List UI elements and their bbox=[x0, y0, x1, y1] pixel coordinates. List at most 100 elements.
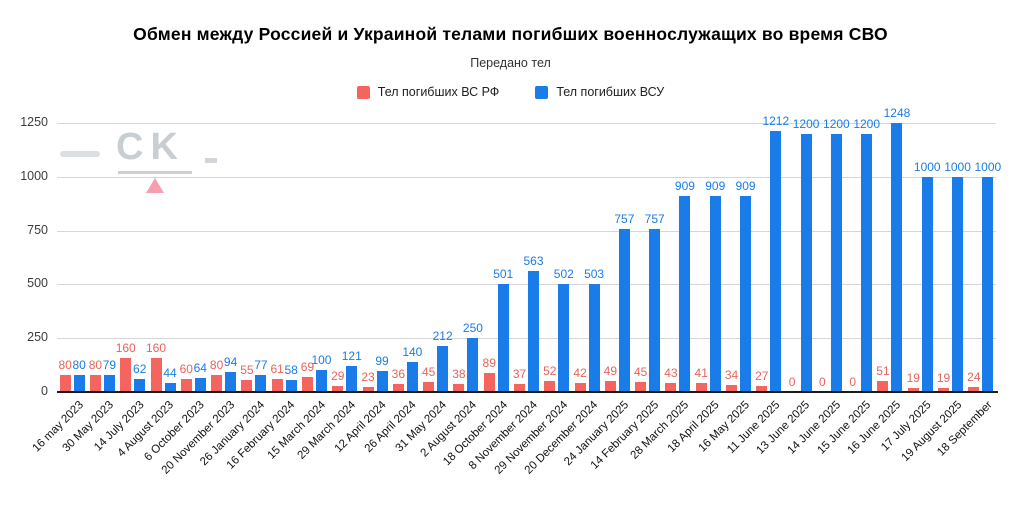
vsu-bar bbox=[982, 176, 994, 392]
vsu-bar bbox=[588, 283, 600, 392]
vsu-value-label: 502 bbox=[553, 266, 574, 281]
rf-value-label: 51 bbox=[876, 364, 890, 379]
vsu-value-label: 1200 bbox=[823, 116, 850, 131]
rf-bar bbox=[604, 381, 616, 392]
rf-legend-marker-icon bbox=[356, 85, 370, 99]
rf-bar bbox=[392, 384, 404, 392]
vsu-value-label: 250 bbox=[462, 321, 483, 336]
rf-bar bbox=[180, 379, 192, 392]
rf-value-label: 27 bbox=[755, 369, 769, 384]
rf-value-label: 80 bbox=[209, 357, 224, 372]
vsu-bar bbox=[315, 370, 327, 392]
rf-bar bbox=[877, 381, 889, 392]
rf-bar bbox=[544, 380, 556, 392]
vsu-bar bbox=[649, 229, 661, 392]
vsu-value-label: 77 bbox=[254, 358, 268, 373]
rf-bar bbox=[271, 378, 283, 392]
vsu-bar bbox=[528, 270, 539, 392]
vsu-bar bbox=[194, 378, 206, 392]
rf-value-label: 24 bbox=[967, 369, 981, 384]
rf-value-label: 80 bbox=[88, 357, 103, 372]
rf-value-label: 0 bbox=[819, 375, 826, 389]
rf-value-label: 36 bbox=[391, 367, 405, 382]
legend-item-vsu: Тел погибших ВСУ bbox=[535, 85, 664, 99]
rf-value-label: 37 bbox=[512, 367, 527, 382]
vsu-bar bbox=[103, 375, 115, 392]
vsu-bar bbox=[255, 375, 267, 392]
vsu-value-label: 909 bbox=[705, 179, 726, 194]
vsu-bar bbox=[921, 176, 933, 392]
rf-value-label: 19 bbox=[906, 370, 920, 385]
rf-bar bbox=[241, 380, 253, 392]
vsu-bar bbox=[891, 123, 903, 392]
watermark-logo-text: CK bbox=[116, 126, 185, 168]
vsu-value-label: 79 bbox=[102, 358, 117, 372]
watermark-dash-right bbox=[205, 158, 217, 163]
rf-value-label: 0 bbox=[849, 375, 857, 389]
rf-bar bbox=[89, 374, 101, 392]
x-axis-label: 16 may 2023 bbox=[30, 399, 86, 455]
vsu-value-label: 757 bbox=[614, 212, 635, 227]
vsu-bar bbox=[861, 133, 873, 392]
rf-value-label: 29 bbox=[331, 368, 345, 383]
vsu-value-label: 1200 bbox=[853, 116, 881, 131]
rf-value-label: 42 bbox=[573, 365, 587, 380]
rf-bar bbox=[968, 386, 980, 392]
vsu-value-label: 563 bbox=[523, 253, 544, 268]
vsu-value-label: 121 bbox=[341, 348, 362, 363]
vsu-value-label: 62 bbox=[133, 361, 147, 376]
x-axis-line bbox=[57, 391, 998, 393]
vsu-bar bbox=[618, 229, 630, 392]
vsu-bar bbox=[376, 370, 388, 392]
vsu-value-label: 1000 bbox=[913, 159, 941, 174]
rf-bar bbox=[150, 357, 162, 392]
rf-value-label: 43 bbox=[664, 365, 678, 380]
gridline bbox=[57, 176, 996, 178]
vsu-bar bbox=[73, 374, 85, 392]
rf-value-label: 61 bbox=[270, 361, 284, 376]
vsu-bar bbox=[952, 176, 964, 392]
vsu-value-label: 909 bbox=[674, 179, 695, 194]
vsu-bar bbox=[830, 133, 842, 392]
vsu-value-label: 212 bbox=[432, 329, 453, 344]
gridline bbox=[57, 123, 996, 124]
vsu-legend-marker-icon bbox=[535, 85, 549, 99]
gridline bbox=[57, 338, 996, 340]
y-tick-label: 250 bbox=[27, 330, 48, 345]
rf-bar bbox=[756, 386, 768, 392]
rf-value-label: 38 bbox=[452, 366, 466, 381]
vsu-bar bbox=[679, 196, 691, 392]
vsu-value-label: 140 bbox=[402, 344, 423, 359]
vsu-bar bbox=[558, 283, 570, 392]
rf-bar bbox=[695, 383, 707, 392]
rf-bar bbox=[423, 382, 435, 392]
rf-bar bbox=[59, 374, 71, 392]
watermark-dash-left bbox=[60, 151, 100, 157]
rf-value-label: 160 bbox=[146, 340, 167, 355]
rf-bar bbox=[483, 372, 495, 392]
rf-value-label: 80 bbox=[58, 357, 72, 372]
vsu-value-label: 1212 bbox=[762, 114, 790, 129]
vsu-value-label: 44 bbox=[163, 365, 177, 380]
legend: Тел погибших ВС РФ Тел погибших ВСУ bbox=[0, 85, 1021, 99]
rf-legend-label: Тел погибших ВС РФ bbox=[377, 85, 500, 99]
watermark-triangle-icon bbox=[146, 178, 164, 193]
vsu-bar bbox=[437, 346, 449, 392]
legend-item-rf: Тел погибших ВС РФ bbox=[356, 85, 500, 99]
vsu-bar bbox=[709, 196, 721, 392]
vsu-value-label: 94 bbox=[223, 354, 238, 369]
rf-bar bbox=[907, 387, 919, 392]
y-tick-label: 0 bbox=[41, 384, 48, 398]
rf-value-label: 45 bbox=[633, 365, 648, 380]
vsu-bar bbox=[285, 379, 297, 392]
rf-value-label: 19 bbox=[936, 370, 951, 385]
rf-bar bbox=[938, 387, 950, 392]
vsu-bar bbox=[346, 365, 358, 392]
vsu-value-label: 1000 bbox=[974, 159, 1002, 174]
rf-bar bbox=[635, 382, 647, 392]
rf-value-label: 23 bbox=[361, 370, 375, 385]
gridline bbox=[57, 284, 996, 286]
rf-bar bbox=[362, 387, 374, 392]
watermark-underline bbox=[118, 171, 192, 174]
